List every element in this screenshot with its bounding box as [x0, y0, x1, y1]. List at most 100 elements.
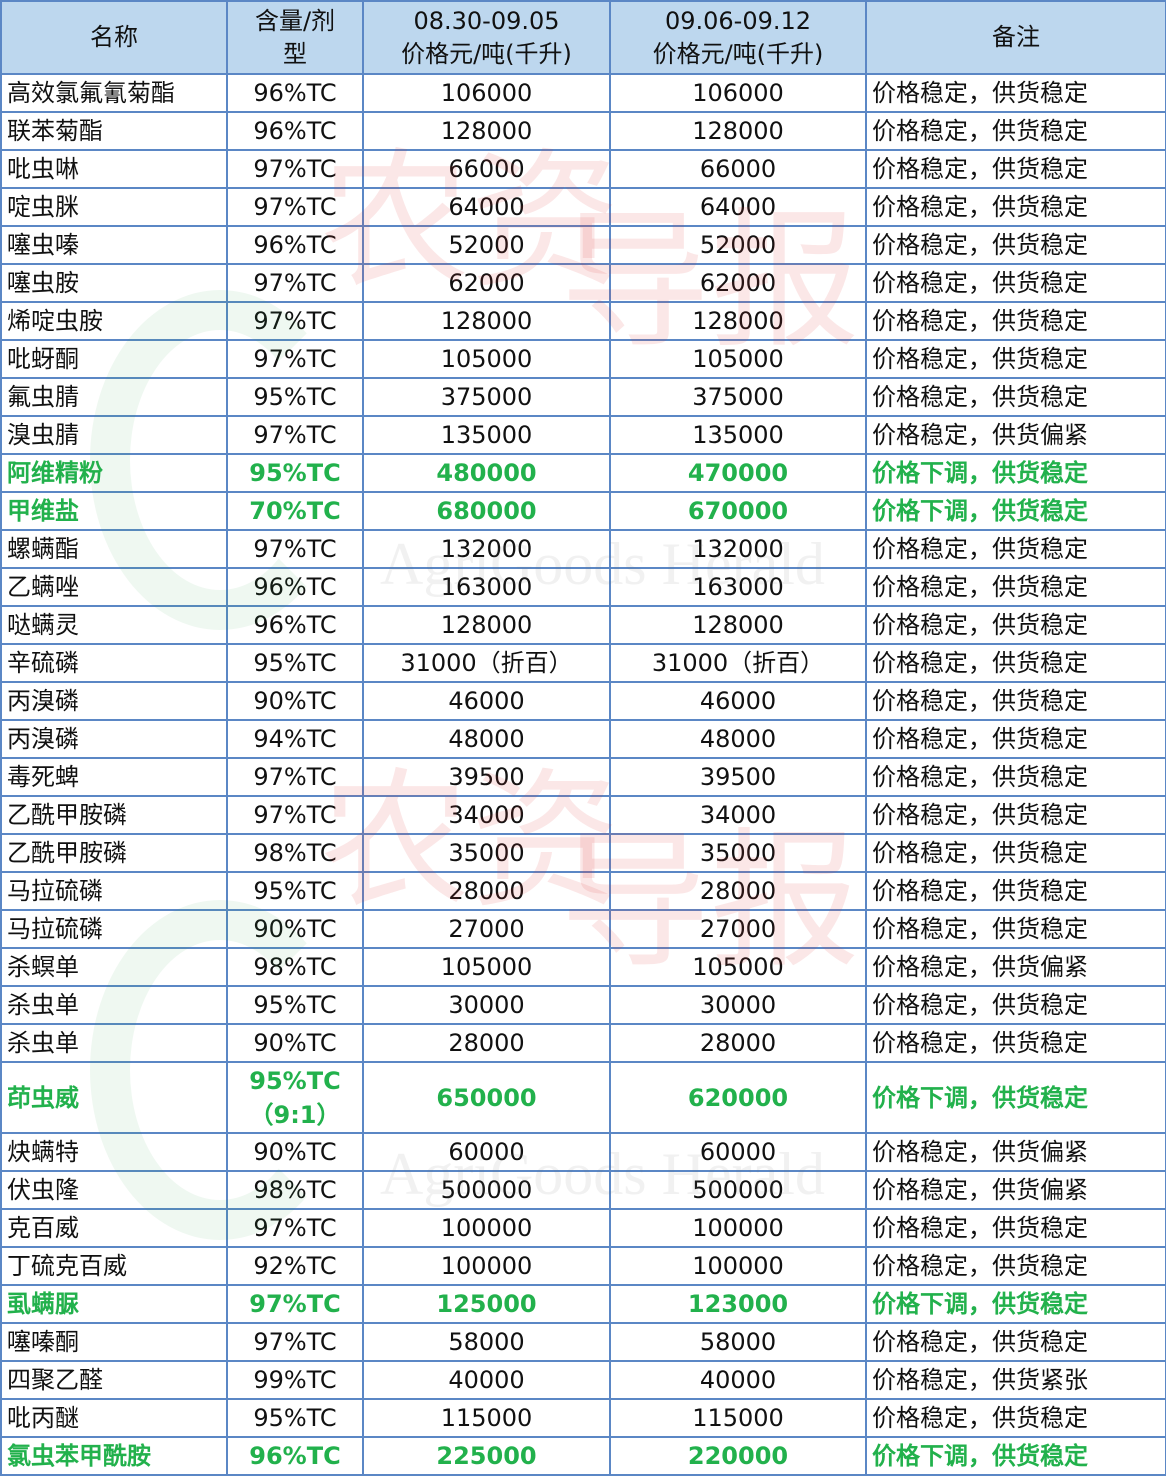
cell-price-week2: 128000 — [609, 605, 867, 645]
table-row: 氟虫腈 95%TC 375000 375000 价格稳定，供货稳定 — [0, 377, 1166, 417]
header-row: 名称 含量/剂型 08.30-09.05 价格元/吨(千升) 09.06-09.1… — [0, 0, 1166, 75]
cell-name: 茚虫威 — [0, 1061, 228, 1134]
table-row: 噻嗪酮 97%TC 58000 58000 价格稳定，供货稳定 — [0, 1322, 1166, 1362]
cell-price-week2: 375000 — [609, 377, 867, 417]
cell-price-week1: 105000 — [362, 947, 611, 987]
cell-name: 吡蚜酮 — [0, 339, 228, 379]
table-row: 联苯菊酯 96%TC 128000 128000 价格稳定，供货稳定 — [0, 111, 1166, 151]
cell-note: 价格稳定，供货偏紧 — [865, 1170, 1166, 1210]
cell-price-week2: 106000 — [609, 73, 867, 113]
cell-price-week1: 100000 — [362, 1246, 611, 1286]
table-row: 甲维盐 70%TC 680000 670000 价格下调，供货稳定 — [0, 491, 1166, 531]
cell-spec: 96%TC — [226, 111, 364, 151]
table-row: 高效氯氟氰菊酯 96%TC 106000 106000 价格稳定，供货稳定 — [0, 73, 1166, 113]
cell-spec: 96%TC — [226, 1436, 364, 1476]
cell-spec: 95%TC — [226, 871, 364, 911]
cell-price-week1: 650000 — [362, 1061, 611, 1134]
cell-note: 价格稳定，供货稳定 — [865, 301, 1166, 341]
cell-note: 价格稳定，供货偏紧 — [865, 415, 1166, 455]
header-note: 备注 — [865, 0, 1166, 75]
cell-price-week2: 132000 — [609, 529, 867, 569]
cell-price-week1: 58000 — [362, 1322, 611, 1362]
cell-price-week1: 128000 — [362, 605, 611, 645]
cell-price-week2: 128000 — [609, 111, 867, 151]
cell-name: 丙溴磷 — [0, 681, 228, 721]
cell-price-week1: 35000 — [362, 833, 611, 873]
cell-spec: 95%TC （9:1） — [226, 1061, 364, 1134]
cell-price-week1: 100000 — [362, 1208, 611, 1248]
cell-note: 价格稳定，供货稳定 — [865, 1398, 1166, 1438]
cell-note: 价格稳定，供货偏紧 — [865, 947, 1166, 987]
cell-spec: 96%TC — [226, 567, 364, 607]
table-row: 吡虫啉 97%TC 66000 66000 价格稳定，供货稳定 — [0, 149, 1166, 189]
cell-name: 杀虫单 — [0, 985, 228, 1025]
cell-price-week2: 163000 — [609, 567, 867, 607]
cell-spec: 98%TC — [226, 1170, 364, 1210]
cell-name: 烯啶虫胺 — [0, 301, 228, 341]
cell-price-week2: 58000 — [609, 1322, 867, 1362]
cell-price-week2: 28000 — [609, 1023, 867, 1063]
table-row: 乙酰甲胺磷 98%TC 35000 35000 价格稳定，供货稳定 — [0, 833, 1166, 873]
cell-note: 价格稳定，供货稳定 — [865, 643, 1166, 683]
cell-price-week2: 620000 — [609, 1061, 867, 1134]
table-row: 克百威 97%TC 100000 100000 价格稳定，供货稳定 — [0, 1208, 1166, 1248]
cell-note: 价格稳定，供货稳定 — [865, 871, 1166, 911]
table-row: 吡丙醚 95%TC 115000 115000 价格稳定，供货稳定 — [0, 1398, 1166, 1438]
cell-price-week1: 64000 — [362, 187, 611, 227]
cell-price-week1: 225000 — [362, 1436, 611, 1476]
cell-name: 氟虫腈 — [0, 377, 228, 417]
cell-name: 毒死蜱 — [0, 757, 228, 797]
table-row: 乙酰甲胺磷 97%TC 34000 34000 价格稳定，供货稳定 — [0, 795, 1166, 835]
table-row: 杀虫单 95%TC 30000 30000 价格稳定，供货稳定 — [0, 985, 1166, 1025]
cell-note: 价格稳定，供货稳定 — [865, 1023, 1166, 1063]
cell-price-week2: 48000 — [609, 719, 867, 759]
cell-name: 啶虫脒 — [0, 187, 228, 227]
cell-price-week2: 28000 — [609, 871, 867, 911]
cell-price-week1: 132000 — [362, 529, 611, 569]
cell-spec: 90%TC — [226, 1023, 364, 1063]
cell-price-week2: 135000 — [609, 415, 867, 455]
cell-name: 丁硫克百威 — [0, 1246, 228, 1286]
table-row: 马拉硫磷 95%TC 28000 28000 价格稳定，供货稳定 — [0, 871, 1166, 911]
cell-note: 价格稳定，供货稳定 — [865, 757, 1166, 797]
table-row: 噻虫嗪 96%TC 52000 52000 价格稳定，供货稳定 — [0, 225, 1166, 265]
cell-price-week2: 34000 — [609, 795, 867, 835]
cell-note: 价格稳定，供货紧张 — [865, 1360, 1166, 1400]
cell-name: 噻嗪酮 — [0, 1322, 228, 1362]
cell-spec: 90%TC — [226, 909, 364, 949]
spec-line1: 95%TC — [249, 1066, 341, 1095]
cell-price-week2: 670000 — [609, 491, 867, 531]
table-row: 虱螨脲 97%TC 125000 123000 价格下调，供货稳定 — [0, 1284, 1166, 1324]
header-price-week2: 09.06-09.12 价格元/吨(千升) — [609, 0, 867, 75]
table-row: 丙溴磷 90%TC 46000 46000 价格稳定，供货稳定 — [0, 681, 1166, 721]
cell-price-week2: 100000 — [609, 1208, 867, 1248]
cell-note: 价格稳定，供货稳定 — [865, 263, 1166, 303]
cell-name: 噻虫嗪 — [0, 225, 228, 265]
cell-note: 价格稳定，供货稳定 — [865, 529, 1166, 569]
cell-spec: 97%TC — [226, 1284, 364, 1324]
cell-price-week1: 30000 — [362, 985, 611, 1025]
cell-note: 价格稳定，供货稳定 — [865, 149, 1166, 189]
cell-name: 甲维盐 — [0, 491, 228, 531]
cell-price-week2: 64000 — [609, 187, 867, 227]
cell-note: 价格稳定，供货稳定 — [865, 73, 1166, 113]
cell-name: 阿维精粉 — [0, 453, 228, 493]
cell-price-week1: 28000 — [362, 1023, 611, 1063]
cell-name: 杀虫单 — [0, 1023, 228, 1063]
cell-spec: 97%TC — [226, 1322, 364, 1362]
cell-spec: 99%TC — [226, 1360, 364, 1400]
cell-price-week2: 46000 — [609, 681, 867, 721]
header-week2-dates: 09.06-09.12 — [664, 6, 812, 35]
cell-name: 乙酰甲胺磷 — [0, 795, 228, 835]
cell-price-week1: 135000 — [362, 415, 611, 455]
table-row: 丙溴磷 94%TC 48000 48000 价格稳定，供货稳定 — [0, 719, 1166, 759]
cell-note: 价格稳定，供货稳定 — [865, 719, 1166, 759]
table-row: 氯虫苯甲酰胺 96%TC 225000 220000 价格下调，供货稳定 — [0, 1436, 1166, 1476]
cell-spec: 96%TC — [226, 225, 364, 265]
cell-price-week1: 60000 — [362, 1132, 611, 1172]
cell-spec: 95%TC — [226, 643, 364, 683]
cell-note: 价格稳定，供货稳定 — [865, 1208, 1166, 1248]
cell-price-week1: 115000 — [362, 1398, 611, 1438]
cell-price-week2: 470000 — [609, 453, 867, 493]
cell-note: 价格稳定，供货稳定 — [865, 567, 1166, 607]
